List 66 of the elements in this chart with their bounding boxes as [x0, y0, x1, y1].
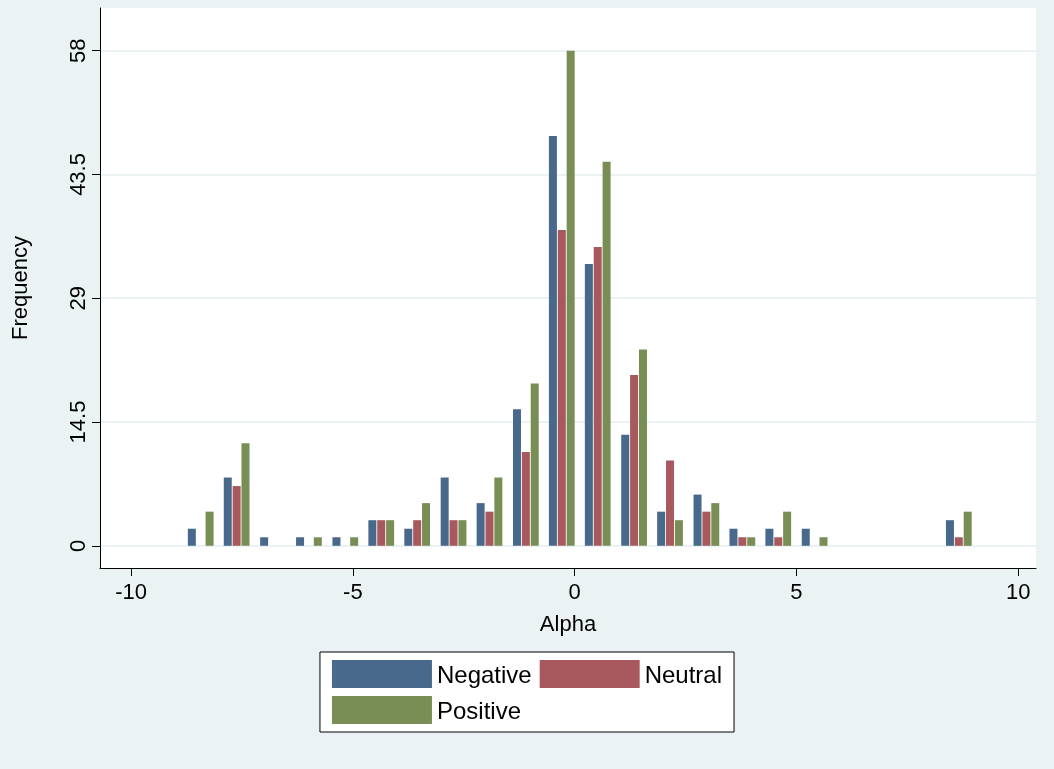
y-tick-label: 14.5 [64, 400, 90, 444]
bar [738, 537, 747, 546]
bar [602, 161, 611, 546]
bar [557, 229, 566, 546]
bar [260, 537, 269, 546]
y-axis-title: Frequency [6, 236, 32, 340]
bar [657, 511, 666, 546]
bar [566, 50, 575, 546]
y-tick-label: 0 [64, 539, 90, 552]
bar [711, 503, 720, 546]
bar [584, 264, 593, 546]
bar [666, 460, 675, 546]
bar [512, 409, 521, 546]
bar [954, 537, 963, 546]
bar [458, 520, 467, 546]
x-tick-label: 0 [568, 578, 581, 604]
y-tick-label: 29 [64, 286, 90, 311]
bar [674, 520, 683, 546]
bar [621, 434, 630, 546]
bar [702, 511, 711, 546]
bar [187, 528, 196, 546]
bar [801, 528, 810, 546]
bar [449, 520, 458, 546]
bar [747, 537, 756, 546]
bar [693, 494, 702, 546]
bar [530, 383, 539, 546]
y-tick-label: 43.5 [64, 153, 90, 196]
bar [232, 486, 241, 546]
bar [630, 375, 639, 546]
bar [945, 520, 954, 546]
x-tick-label: -10 [115, 578, 147, 604]
y-tick-label: 58 [64, 38, 90, 63]
bar [377, 520, 386, 546]
bar [296, 537, 305, 546]
bar [313, 537, 322, 546]
bar [593, 247, 602, 546]
bar [485, 511, 494, 546]
bar [638, 349, 647, 546]
bar [386, 520, 395, 546]
x-tick-label: 5 [790, 578, 803, 604]
bar [205, 511, 214, 546]
bar [332, 537, 341, 546]
bar [729, 528, 738, 546]
bar [765, 528, 774, 546]
bar [440, 477, 449, 546]
bar [241, 443, 250, 546]
bar [963, 511, 972, 546]
bar [368, 520, 377, 546]
bar [521, 451, 530, 546]
bar [494, 477, 503, 546]
bar [404, 528, 413, 546]
bar [223, 477, 232, 546]
bar [422, 503, 431, 546]
legend-label: Neutral [644, 660, 723, 688]
bar [819, 537, 828, 546]
bar [413, 520, 422, 546]
bar [350, 537, 359, 546]
bar [774, 537, 783, 546]
legend-label: Positive [436, 696, 521, 724]
legend-label: Negative [436, 660, 532, 688]
bar [783, 511, 792, 546]
x-tick-label: 10 [1006, 578, 1031, 604]
x-tick-label: -5 [343, 578, 363, 604]
bar [548, 136, 557, 546]
bar [476, 503, 485, 546]
x-axis-title: Alpha [539, 610, 597, 636]
